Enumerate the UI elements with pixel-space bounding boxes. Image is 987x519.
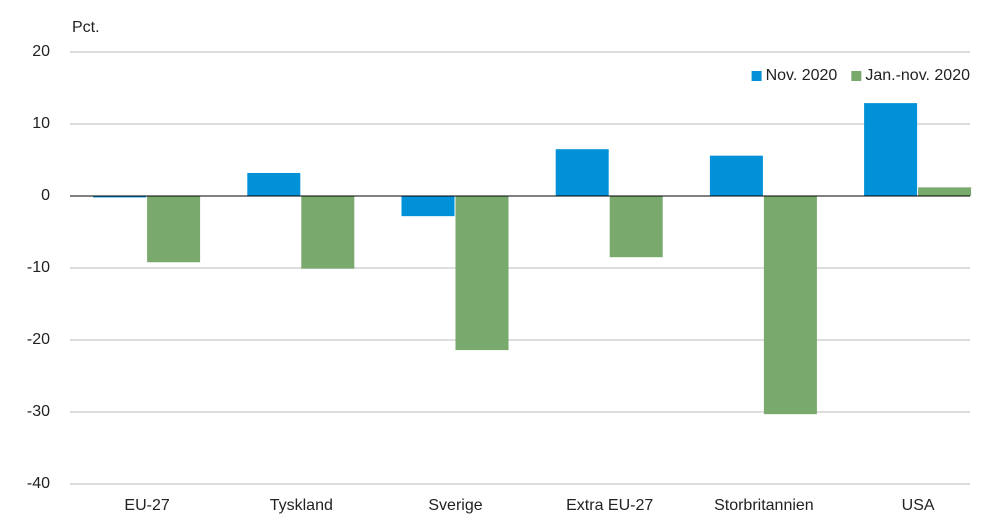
- x-tick-label: Sverige: [428, 497, 482, 514]
- x-tick-label: Tyskland: [270, 497, 333, 514]
- bar: [455, 196, 509, 351]
- x-tick-label: Storbritannien: [714, 497, 814, 514]
- legend-label: Nov. 2020: [766, 67, 838, 84]
- legend-label: Jan.-nov. 2020: [865, 67, 970, 84]
- bar: [93, 196, 147, 198]
- bar: [401, 196, 455, 217]
- y-tick-label: 0: [41, 187, 50, 204]
- x-tick-label: EU-27: [124, 497, 169, 514]
- bar: [709, 155, 763, 196]
- bar: [918, 187, 972, 196]
- y-tick-label: 10: [32, 115, 50, 132]
- x-tick-label: Extra EU-27: [566, 497, 653, 514]
- bar: [555, 149, 609, 196]
- x-tick-label: USA: [902, 497, 935, 514]
- bar: [147, 196, 201, 263]
- bar: [609, 196, 663, 258]
- y-tick-label: -20: [27, 331, 50, 348]
- y-tick-label: -30: [27, 403, 50, 420]
- y-tick-label: -40: [27, 475, 50, 492]
- y-tick-label: 20: [32, 43, 50, 60]
- y-tick-label: -10: [27, 259, 50, 276]
- y-axis-label: Pct.: [72, 19, 100, 36]
- bar: [864, 103, 918, 196]
- legend-swatch: [751, 71, 762, 81]
- legend-swatch: [851, 71, 862, 81]
- bar: [247, 172, 301, 196]
- bar: [301, 196, 355, 269]
- bar: [763, 196, 817, 415]
